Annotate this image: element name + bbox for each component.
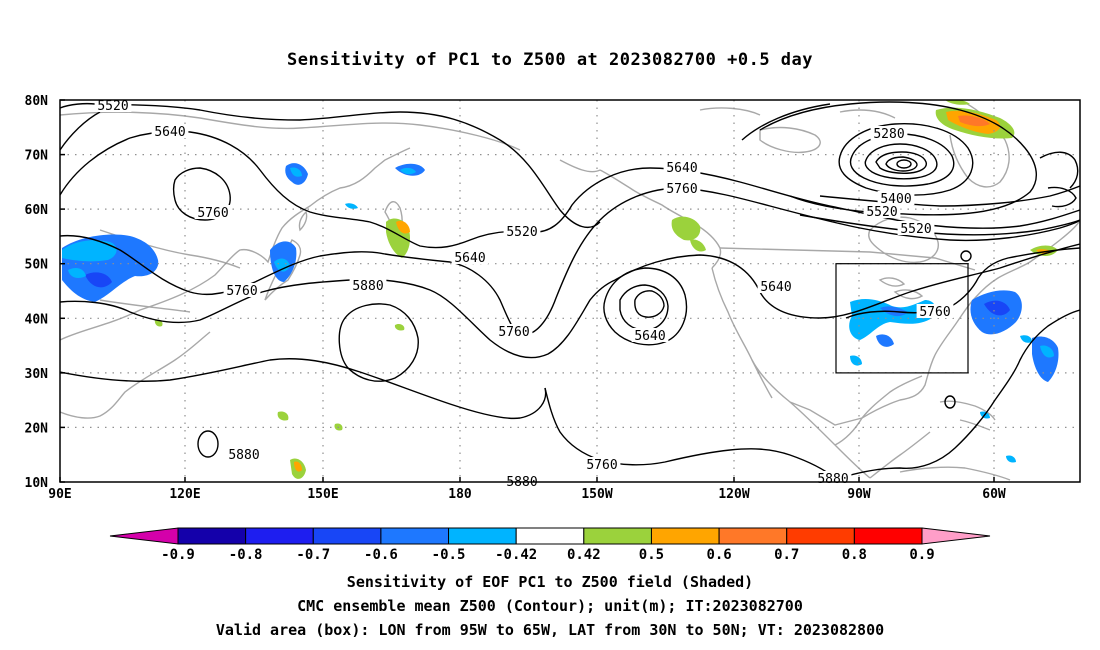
- contour-label-bg: [94, 98, 132, 112]
- colorbar-tick-label: 0.8: [842, 547, 867, 563]
- lon-label: 180: [448, 487, 472, 502]
- colorbar-min-arrow: [109, 527, 179, 545]
- contour-label-bg: [194, 205, 232, 219]
- contour-label-bg: [503, 474, 541, 488]
- contour-label: 5520: [866, 205, 897, 220]
- contour-label-bg: [495, 324, 533, 338]
- contour-label-bg: [863, 204, 901, 218]
- contour-label-bg: [897, 221, 935, 235]
- contour-label: 5400: [880, 192, 911, 207]
- map-frame: [59, 99, 1081, 483]
- colorbar-tick-label: -0.8: [229, 547, 263, 563]
- lon-label: 150W: [581, 487, 612, 502]
- colorbar-segment: [853, 527, 923, 545]
- sensitivity-shading: [62, 100, 1059, 479]
- contour-label: 5880: [228, 448, 259, 463]
- colorbar-segment: [177, 527, 247, 545]
- contour-label: 5880: [817, 472, 848, 487]
- lat-label: 40N: [25, 312, 49, 327]
- contour-label-bg: [663, 160, 701, 174]
- contour-label: 5520: [506, 225, 537, 240]
- colorbar-tick-label: 0.9: [909, 547, 934, 563]
- colorbar-tick-label: -0.7: [296, 547, 330, 563]
- contour-label-bg: [916, 304, 954, 318]
- contour-label: 5640: [634, 329, 665, 344]
- lon-label: 120E: [169, 487, 200, 502]
- contour-label: 5640: [760, 280, 791, 295]
- colorbar-tick-label: -0.42: [495, 547, 537, 563]
- caption-line-2: CMC ensemble mean Z500 (Contour); unit(m…: [297, 597, 803, 615]
- longitude-labels: 90E 120E 150E 180 150W 120W 90W 60W: [48, 487, 1006, 502]
- contour-label-bg: [223, 283, 261, 297]
- colorbar-tick-label: 0.5: [639, 547, 664, 563]
- contour-label-bg: [877, 191, 915, 205]
- lat-label: 20N: [25, 421, 49, 436]
- axis-ticks: [59, 99, 995, 483]
- colorbar-tick-label: -0.6: [364, 547, 398, 563]
- caption-line-1: Sensitivity of EOF PC1 to Z500 field (Sh…: [346, 573, 754, 591]
- contour-label: 5760: [586, 458, 617, 473]
- caption-line-3: Valid area (box): LON from 95W to 65W, L…: [215, 621, 885, 639]
- contour-label-bg: [583, 457, 621, 471]
- colorbar-segment: [312, 527, 382, 545]
- lon-label: 120W: [718, 487, 749, 502]
- lat-label: 80N: [25, 94, 49, 109]
- colorbar-segment: [380, 527, 450, 545]
- colorbar-tick-label: 0.42: [567, 547, 601, 563]
- colorbar-segment: [448, 527, 517, 545]
- colorbar-tick-label: -0.5: [432, 547, 466, 563]
- contour-label: 5640: [454, 251, 485, 266]
- contour-label: 5640: [666, 161, 697, 176]
- contour-label: 5760: [666, 182, 697, 197]
- contour-label-bg: [663, 181, 701, 195]
- contour-label-bg: [757, 279, 795, 293]
- valid-area-box: [835, 263, 969, 374]
- plot-title: Sensitivity of PC1 to Z500 at 2023082700…: [286, 50, 813, 70]
- lat-label: 60N: [25, 203, 49, 218]
- colorbar-segment: [650, 527, 720, 545]
- lon-label: 60W: [982, 487, 1006, 502]
- colorbar-segment: [515, 527, 585, 545]
- contour-label-bg: [631, 328, 669, 342]
- contour-label: 5760: [226, 284, 257, 299]
- colorbar-segment: [245, 527, 314, 545]
- contour-label-bg: [451, 250, 489, 264]
- latitude-labels: 80N 70N 60N 50N 40N 30N 20N 10N: [25, 94, 49, 491]
- colorbar-segment: [718, 527, 788, 545]
- contour-label: 5760: [919, 305, 950, 320]
- contour-label: 5520: [97, 99, 128, 114]
- colorbar-tick-label: 0.7: [774, 547, 799, 563]
- colorbar-tick-label: 0.6: [706, 547, 731, 563]
- lon-label: 150E: [307, 487, 338, 502]
- contour-labels: 5520 5640 5760 5640 5520 5640 5760 5880 5760 5760…: [94, 98, 954, 490]
- colorbar: -0.9 -0.8 -0.7 -0.6 -0.5 -0.42 0.42 0.5 0.6 0.7 0.…: [109, 527, 991, 563]
- contour-label: 5280: [873, 127, 904, 142]
- contour-label-bg: [151, 124, 189, 138]
- contour-label: 5640: [154, 125, 185, 140]
- contour-label-bg: [225, 447, 263, 461]
- lat-label: 70N: [25, 149, 49, 164]
- lat-label: 50N: [25, 258, 49, 273]
- contour-label: 5760: [498, 325, 529, 340]
- map-background: [60, 100, 1080, 482]
- colorbar-segment: [786, 527, 855, 545]
- colorbar-segment: [583, 527, 652, 545]
- contour-label: 5880: [352, 279, 383, 294]
- colorbar-max-arrow: [921, 527, 991, 545]
- lon-label: 90W: [847, 487, 871, 502]
- lon-label: 90E: [48, 487, 71, 502]
- lat-label: 30N: [25, 367, 49, 382]
- lat-label: 10N: [25, 476, 49, 491]
- contour-label-bg: [349, 278, 387, 292]
- contour-label: 5760: [197, 206, 228, 221]
- colorbar-tick-label: -0.9: [161, 547, 195, 563]
- contour-label-bg: [503, 224, 541, 238]
- contour-label-bg: [870, 126, 908, 140]
- contour-label: 5520: [900, 222, 931, 237]
